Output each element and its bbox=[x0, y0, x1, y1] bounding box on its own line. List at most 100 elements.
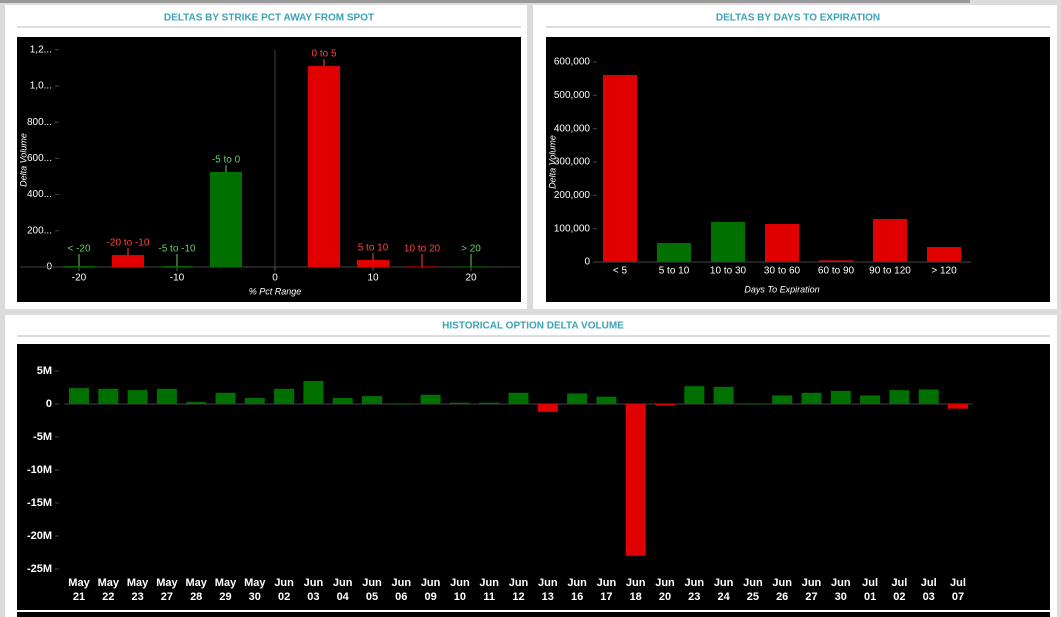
x-tick-label-line: 29 bbox=[219, 591, 231, 603]
y-tick-label: 200... bbox=[27, 225, 52, 236]
bar bbox=[765, 223, 799, 262]
x-tick-label-line: 21 bbox=[73, 591, 85, 603]
x-tick-label: Jun 20 bbox=[655, 577, 675, 603]
x-tick-label: -10 bbox=[170, 273, 185, 284]
bar bbox=[391, 403, 412, 405]
x-tick-label: May 29 bbox=[215, 577, 237, 603]
bar bbox=[98, 388, 119, 404]
data-label: 5 to 10 bbox=[358, 243, 389, 254]
x-tick-label: Jun 30 bbox=[831, 577, 851, 603]
y-tick-label: 0 bbox=[46, 398, 52, 410]
x-tick-label-line: May bbox=[156, 577, 178, 589]
x-tick-label-line: 05 bbox=[366, 591, 378, 603]
bar bbox=[657, 242, 691, 262]
x-tick-label-line: May bbox=[215, 577, 237, 589]
data-label: -20 to -10 bbox=[107, 238, 150, 249]
x-tick-label-line: Jun bbox=[450, 577, 470, 589]
data-label: -5 to 0 bbox=[212, 155, 241, 166]
y-tick-label: 200,000 bbox=[554, 190, 591, 201]
y-tick-label: 1,0... bbox=[30, 81, 52, 92]
x-tick-label: Jul 03 bbox=[921, 577, 937, 603]
bar bbox=[332, 398, 353, 404]
x-tick-label-line: 02 bbox=[278, 591, 290, 603]
x-tick-label: Jun 02 bbox=[274, 577, 294, 603]
top-bar bbox=[0, 0, 970, 3]
x-tick-label: 30 to 60 bbox=[764, 266, 801, 277]
x-tick-label-line: 04 bbox=[337, 591, 350, 603]
x-tick-label-line: Jul bbox=[862, 577, 878, 589]
y-tick-label: -15M bbox=[27, 497, 52, 509]
x-axis-title: Days To Expiration bbox=[744, 284, 819, 294]
bar bbox=[830, 390, 851, 404]
x-tick-label-line: 10 bbox=[454, 591, 466, 603]
bar bbox=[948, 404, 968, 409]
x-tick-label: Jun 10 bbox=[450, 577, 470, 603]
x-tick-label: Jul 07 bbox=[950, 577, 966, 603]
x-tick-label-line: 01 bbox=[864, 591, 876, 603]
x-tick-label-line: Jun bbox=[304, 577, 324, 589]
bar bbox=[655, 404, 675, 406]
x-tick-label-line: Jun bbox=[509, 577, 529, 589]
x-tick-label-line: Jul bbox=[891, 577, 907, 589]
x-tick-label-line: Jun bbox=[392, 577, 412, 589]
bar bbox=[918, 389, 939, 404]
y-tick-label: 800... bbox=[27, 117, 52, 128]
data-label: > 20 bbox=[461, 244, 481, 255]
x-tick-label-line: Jul bbox=[950, 577, 966, 589]
x-tick-label: Jun 06 bbox=[392, 577, 412, 603]
x-tick-label: Jun 27 bbox=[802, 577, 822, 603]
x-tick-label: Jul 01 bbox=[862, 577, 878, 603]
bar bbox=[127, 390, 148, 404]
bar bbox=[215, 392, 236, 404]
x-tick-label: 10 bbox=[367, 273, 379, 284]
x-tick-label-line: 17 bbox=[600, 591, 612, 603]
x-tick-label: Jun 26 bbox=[772, 577, 792, 603]
data-label: -5 to -10 bbox=[158, 244, 196, 255]
y-tick-label: 1,2... bbox=[30, 44, 52, 55]
bar bbox=[274, 388, 295, 404]
x-tick-label: Jun 11 bbox=[479, 577, 499, 603]
x-tick-label-line: 23 bbox=[131, 591, 143, 603]
x-tick-label-line: Jun bbox=[479, 577, 499, 589]
y-tick-label: 100,000 bbox=[554, 223, 591, 234]
x-tick-label-line: 27 bbox=[161, 591, 173, 603]
bar bbox=[357, 259, 389, 267]
x-tick-label-line: 24 bbox=[717, 591, 730, 603]
x-tick-label: May 28 bbox=[185, 577, 207, 603]
x-tick-label: Jun 13 bbox=[538, 577, 558, 603]
x-tick-label-line: Jun bbox=[714, 577, 734, 589]
bar bbox=[362, 396, 382, 404]
x-tick-label-line: 25 bbox=[747, 591, 759, 603]
plot-area bbox=[17, 37, 521, 302]
x-tick-label-line: 27 bbox=[805, 591, 817, 603]
y-tick-label: -25M bbox=[27, 563, 52, 575]
bar bbox=[873, 218, 907, 262]
x-tick-label-line: 23 bbox=[688, 591, 700, 603]
x-tick-label: Jun 25 bbox=[743, 577, 763, 603]
x-tick-label: > 120 bbox=[931, 266, 957, 277]
y-tick-label: 400,000 bbox=[554, 123, 591, 134]
x-tick-label-line: Jun bbox=[802, 577, 822, 589]
plot-area bbox=[17, 612, 1050, 617]
x-tick-label-line: Jun bbox=[655, 577, 675, 589]
x-tick-label: Jun 09 bbox=[421, 577, 441, 603]
bar bbox=[112, 255, 144, 267]
bar bbox=[711, 221, 745, 262]
bar bbox=[455, 266, 487, 268]
x-tick-label-line: Jun bbox=[362, 577, 382, 589]
chart-title: DELTAS BY STRIKE PCT AWAY FROM SPOT bbox=[164, 13, 374, 24]
x-tick-label: Jun 24 bbox=[714, 577, 734, 603]
bar bbox=[308, 66, 340, 268]
x-tick-label-line: 16 bbox=[571, 591, 583, 603]
x-tick-label: Jul 02 bbox=[891, 577, 907, 603]
y-tick-label: 600... bbox=[27, 153, 52, 164]
x-tick-label-line: 18 bbox=[630, 591, 642, 603]
chart-title: HISTORICAL OPTION DELTA VOLUME bbox=[442, 321, 624, 332]
bar bbox=[742, 403, 763, 405]
x-tick-label-line: May bbox=[127, 577, 149, 589]
bar bbox=[161, 266, 193, 268]
x-tick-label: May 22 bbox=[98, 577, 120, 603]
x-tick-label-line: 11 bbox=[483, 591, 495, 603]
x-tick-label: Jun 16 bbox=[567, 577, 587, 603]
